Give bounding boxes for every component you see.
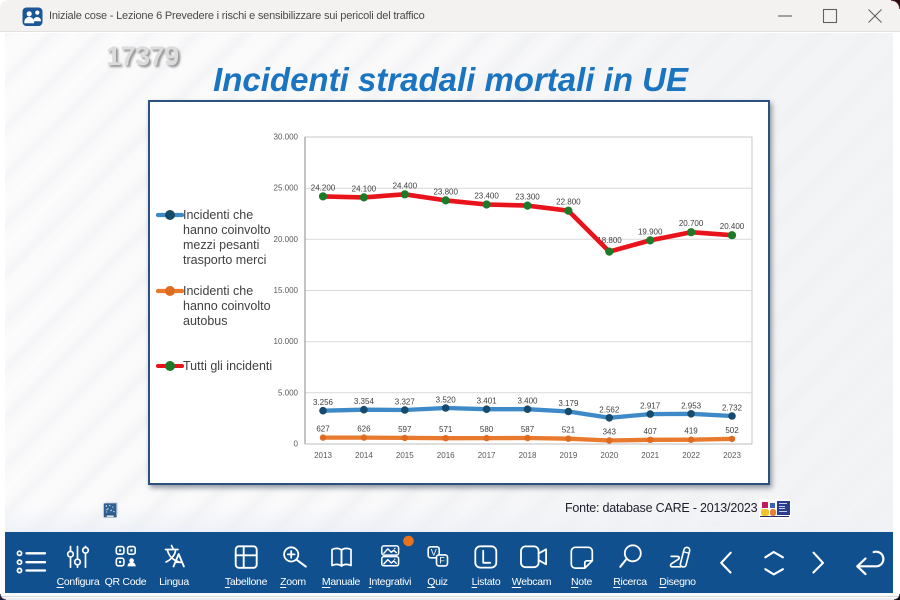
- svg-text:419: 419: [684, 427, 698, 436]
- svg-text:2015: 2015: [396, 451, 414, 460]
- svg-text:5.000: 5.000: [278, 388, 299, 397]
- svg-text:20.400: 20.400: [720, 222, 745, 231]
- svg-text:24.200: 24.200: [311, 183, 336, 192]
- svg-text:2017: 2017: [478, 451, 496, 460]
- svg-text:343: 343: [603, 428, 617, 437]
- svg-text:3.400: 3.400: [517, 397, 538, 406]
- svg-text:hanno coinvolto: hanno coinvolto: [183, 299, 271, 313]
- svg-text:407: 407: [644, 427, 658, 436]
- svg-text:580: 580: [480, 425, 494, 434]
- svg-text:mezzi pesanti: mezzi pesanti: [183, 238, 259, 252]
- svg-text:2016: 2016: [437, 451, 455, 460]
- svg-text:24.400: 24.400: [393, 181, 418, 190]
- svg-text:20.700: 20.700: [679, 219, 704, 228]
- svg-text:15.000: 15.000: [274, 286, 299, 295]
- svg-text:2023: 2023: [723, 451, 741, 460]
- svg-text:23.400: 23.400: [474, 192, 499, 201]
- svg-text:3.256: 3.256: [313, 398, 334, 407]
- svg-text:3.354: 3.354: [354, 397, 375, 406]
- svg-text:Tutti gli incidenti: Tutti gli incidenti: [183, 359, 272, 373]
- svg-text:trasporto merci: trasporto merci: [183, 253, 266, 267]
- svg-text:587: 587: [521, 425, 535, 434]
- svg-text:571: 571: [439, 425, 453, 434]
- svg-text:F: F: [439, 556, 445, 566]
- svg-text:627: 627: [316, 425, 330, 434]
- svg-text:19.900: 19.900: [638, 227, 663, 236]
- svg-text:2013: 2013: [314, 451, 332, 460]
- svg-text:2020: 2020: [600, 451, 618, 460]
- svg-text:597: 597: [398, 425, 412, 434]
- svg-text:3.520: 3.520: [436, 396, 457, 405]
- svg-text:0: 0: [294, 440, 299, 449]
- svg-text:18.800: 18.800: [597, 236, 622, 245]
- svg-text:3.401: 3.401: [477, 397, 498, 406]
- svg-text:autobus: autobus: [183, 314, 227, 328]
- svg-text:25.000: 25.000: [274, 184, 299, 193]
- svg-text:3.327: 3.327: [395, 398, 416, 407]
- svg-text:2.562: 2.562: [599, 405, 620, 414]
- svg-text:2019: 2019: [560, 451, 578, 460]
- svg-text:2018: 2018: [519, 451, 537, 460]
- svg-text:2014: 2014: [355, 451, 373, 460]
- svg-text:20.000: 20.000: [274, 235, 299, 244]
- svg-text:10.000: 10.000: [274, 337, 299, 346]
- svg-text:Incidenti che: Incidenti che: [183, 284, 253, 298]
- svg-text:2.732: 2.732: [722, 404, 743, 413]
- svg-text:23.800: 23.800: [433, 187, 458, 196]
- svg-text:hanno coinvolto: hanno coinvolto: [183, 223, 271, 237]
- svg-text:2022: 2022: [682, 451, 700, 460]
- svg-text:22.800: 22.800: [556, 198, 581, 207]
- svg-text:626: 626: [357, 425, 371, 434]
- svg-text:23.300: 23.300: [515, 193, 540, 202]
- svg-text:521: 521: [562, 426, 576, 435]
- svg-text:2.917: 2.917: [640, 402, 661, 411]
- svg-text:30.000: 30.000: [274, 133, 299, 142]
- svg-text:502: 502: [725, 426, 739, 435]
- svg-text:2.953: 2.953: [681, 401, 702, 410]
- svg-text:2021: 2021: [641, 451, 659, 460]
- svg-text:Incidenti che: Incidenti che: [183, 208, 253, 222]
- svg-text:24.100: 24.100: [352, 184, 377, 193]
- svg-text:V: V: [431, 547, 437, 557]
- svg-text:3.179: 3.179: [558, 399, 579, 408]
